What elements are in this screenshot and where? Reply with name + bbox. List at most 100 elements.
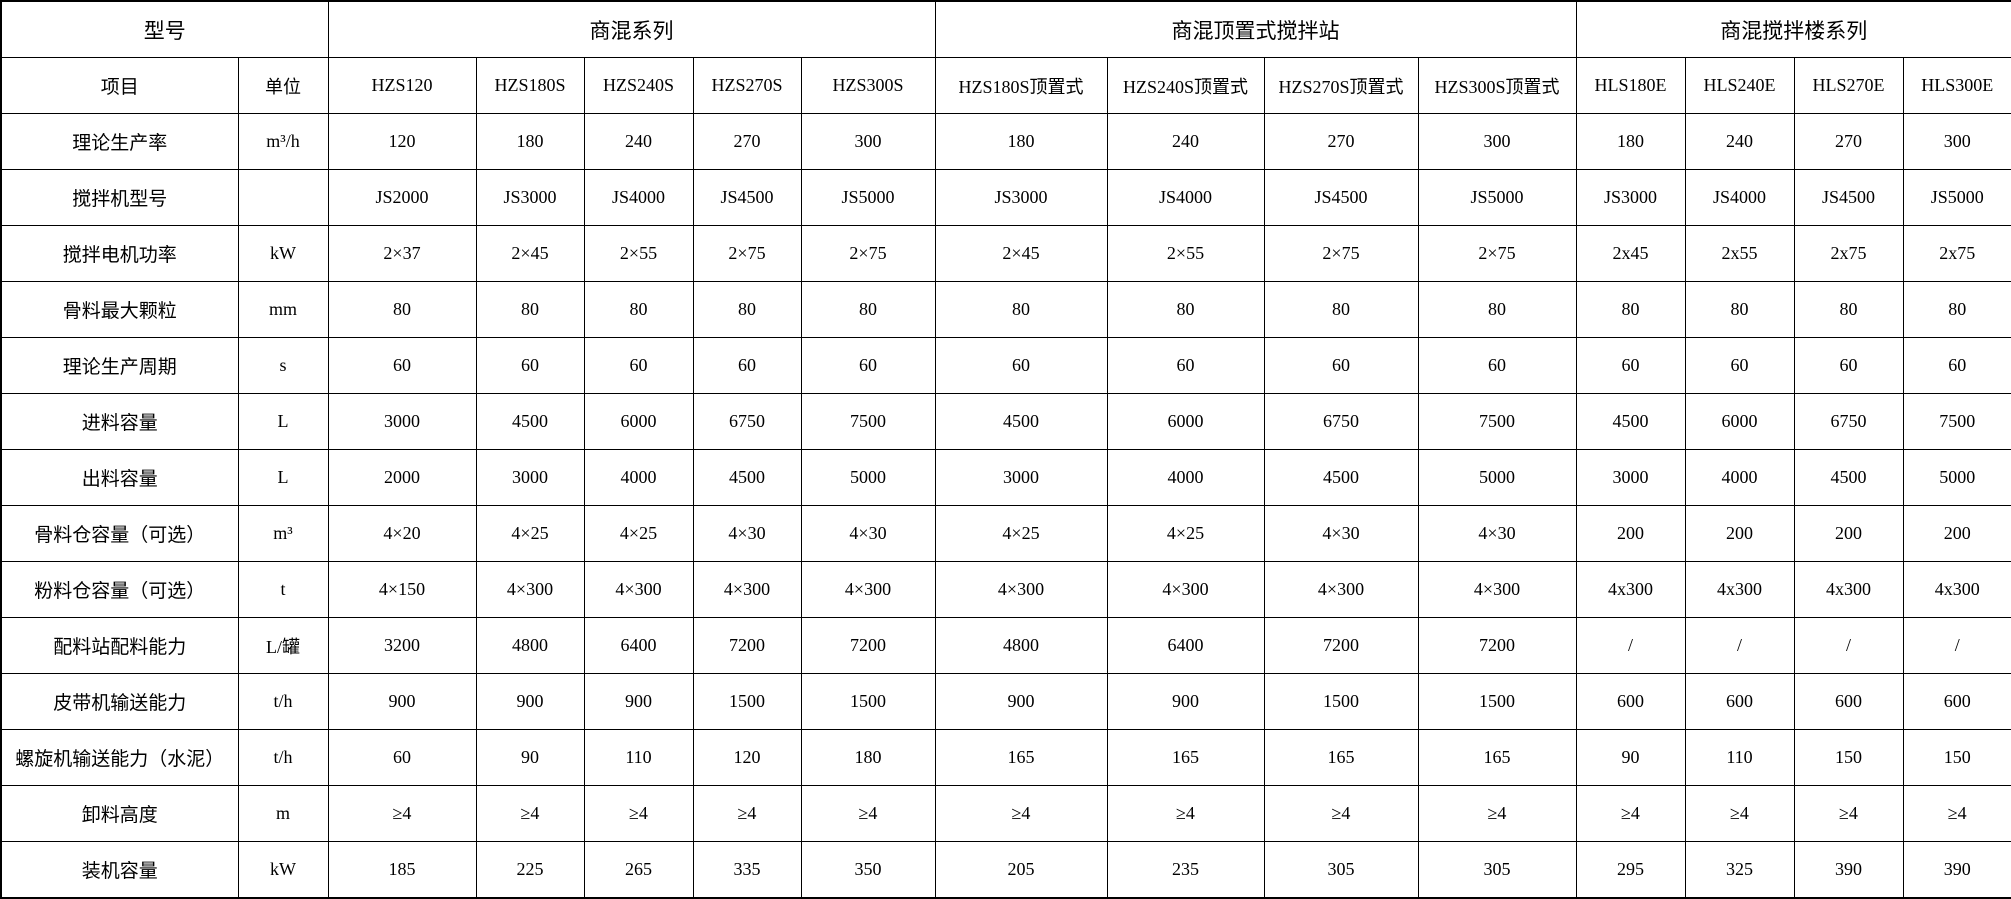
value-cell: 240 xyxy=(583,113,694,170)
value-cell: JS4500 xyxy=(1263,169,1419,226)
unit-cell xyxy=(237,169,329,226)
value-cell: 240 xyxy=(1684,113,1795,170)
unit-cell: mm xyxy=(237,281,329,338)
row-label-cell: 搅拌机型号 xyxy=(0,169,239,226)
value-cell: 4x300 xyxy=(1793,561,1904,618)
unit-cell: t/h xyxy=(237,673,329,730)
value-cell: 6750 xyxy=(692,393,802,450)
value-cell: 4x300 xyxy=(1684,561,1795,618)
spec-row: 卸料高度 m ≥4 ≥4 ≥4 ≥4 ≥4 ≥4 ≥4 ≥4 ≥4 ≥4 ≥4 ≥4 ≥4 xyxy=(0,785,2011,842)
model-header-cell: HLS270E xyxy=(1793,57,1904,114)
model-header-cell: HZS270S顶置式 xyxy=(1263,57,1419,114)
value-cell: JS2000 xyxy=(327,169,477,226)
model-header-cell: HLS300E xyxy=(1902,57,2011,114)
value-cell: 265 xyxy=(583,841,694,899)
value-cell: 4800 xyxy=(475,617,585,674)
value-cell: 1500 xyxy=(800,673,936,730)
unit-cell: s xyxy=(237,337,329,394)
value-cell: 390 xyxy=(1793,841,1904,899)
spec-row: 理论生产周期 s 60 60 60 60 60 60 60 60 60 60 60 60 60 xyxy=(0,337,2011,394)
value-cell: 4500 xyxy=(692,449,802,506)
value-cell: 80 xyxy=(327,281,477,338)
value-cell: 4×30 xyxy=(1417,505,1577,562)
value-cell: 300 xyxy=(1902,113,2011,170)
row-label-cell: 理论生产率 xyxy=(0,113,239,170)
value-cell: 60 xyxy=(692,337,802,394)
value-cell: 4000 xyxy=(1106,449,1265,506)
value-cell: / xyxy=(1793,617,1904,674)
row-label-cell: 进料容量 xyxy=(0,393,239,450)
value-cell: ≥4 xyxy=(475,785,585,842)
unit-cell: L/罐 xyxy=(237,617,329,674)
model-header-cell: HZS300S xyxy=(800,57,936,114)
value-cell: 300 xyxy=(800,113,936,170)
value-cell: 4000 xyxy=(583,449,694,506)
group-header-top-mounted-series: 商混顶置式搅拌站 xyxy=(934,0,1577,58)
value-cell: ≥4 xyxy=(583,785,694,842)
value-cell: 7500 xyxy=(1417,393,1577,450)
value-cell: JS3000 xyxy=(1575,169,1686,226)
value-cell: 60 xyxy=(1902,337,2011,394)
row-label-cell: 理论生产周期 xyxy=(0,337,239,394)
row-label-cell: 骨料最大颗粒 xyxy=(0,281,239,338)
value-cell: ≥4 xyxy=(327,785,477,842)
value-cell: 60 xyxy=(1106,337,1265,394)
spec-row: 螺旋机输送能力（水泥） t/h 60 90 110 120 180 165 165 165 165 9… xyxy=(0,729,2011,786)
value-cell: 600 xyxy=(1684,673,1795,730)
value-cell: 4×150 xyxy=(327,561,477,618)
value-cell: 165 xyxy=(1106,729,1265,786)
row-label-cell: 装机容量 xyxy=(0,841,239,899)
value-cell: 235 xyxy=(1106,841,1265,899)
value-cell: 80 xyxy=(1417,281,1577,338)
spec-row: 出料容量 L 2000 3000 4000 4500 5000 3000 4000 4500 500… xyxy=(0,449,2011,506)
value-cell: ≥4 xyxy=(1263,785,1419,842)
value-cell: 4×300 xyxy=(583,561,694,618)
value-cell: 1500 xyxy=(1417,673,1577,730)
value-cell: 80 xyxy=(934,281,1108,338)
row-label-cell: 骨料仓容量（可选） xyxy=(0,505,239,562)
model-header-cell: HZS270S xyxy=(692,57,802,114)
value-cell: 80 xyxy=(1684,281,1795,338)
value-cell: ≥4 xyxy=(934,785,1108,842)
unit-cell: L xyxy=(237,449,329,506)
value-cell: 5000 xyxy=(800,449,936,506)
value-cell: 4×300 xyxy=(475,561,585,618)
value-cell: JS4500 xyxy=(1793,169,1904,226)
value-cell: 4x300 xyxy=(1575,561,1686,618)
value-cell: 3200 xyxy=(327,617,477,674)
group-header-model: 型号 xyxy=(0,0,329,58)
value-cell: 300 xyxy=(1417,113,1577,170)
value-cell: 80 xyxy=(1263,281,1419,338)
value-cell: 7500 xyxy=(800,393,936,450)
value-cell: 2×37 xyxy=(327,225,477,282)
value-cell: 6400 xyxy=(583,617,694,674)
value-cell: 4×30 xyxy=(1263,505,1419,562)
value-cell: 2×45 xyxy=(475,225,585,282)
model-header-cell: HZS180S顶置式 xyxy=(934,57,1108,114)
value-cell: 305 xyxy=(1263,841,1419,899)
value-cell: 4500 xyxy=(934,393,1108,450)
value-cell: 325 xyxy=(1684,841,1795,899)
spec-row: 骨料最大颗粒 mm 80 80 80 80 80 80 80 80 80 80 80 80 80 xyxy=(0,281,2011,338)
value-cell: 2×75 xyxy=(1417,225,1577,282)
value-cell: 200 xyxy=(1793,505,1904,562)
value-cell: JS3000 xyxy=(475,169,585,226)
value-cell: 4×300 xyxy=(800,561,936,618)
item-header-cell: 项目 xyxy=(0,57,239,114)
value-cell: 165 xyxy=(1263,729,1419,786)
value-cell: 225 xyxy=(475,841,585,899)
spec-row: 理论生产率 m³/h 120 180 240 270 300 180 240 270 300 180 2… xyxy=(0,113,2011,170)
value-cell: JS3000 xyxy=(934,169,1108,226)
value-cell: 7200 xyxy=(692,617,802,674)
spec-row: 配料站配料能力 L/罐 3200 4800 6400 7200 7200 4800 6400 72… xyxy=(0,617,2011,674)
value-cell: 4800 xyxy=(934,617,1108,674)
value-cell: ≥4 xyxy=(1902,785,2011,842)
row-label-cell: 配料站配料能力 xyxy=(0,617,239,674)
value-cell: 60 xyxy=(1793,337,1904,394)
value-cell: 4×25 xyxy=(583,505,694,562)
value-cell: ≥4 xyxy=(692,785,802,842)
value-cell: 60 xyxy=(583,337,694,394)
value-cell: 4×30 xyxy=(800,505,936,562)
unit-cell: t xyxy=(237,561,329,618)
value-cell: 2000 xyxy=(327,449,477,506)
